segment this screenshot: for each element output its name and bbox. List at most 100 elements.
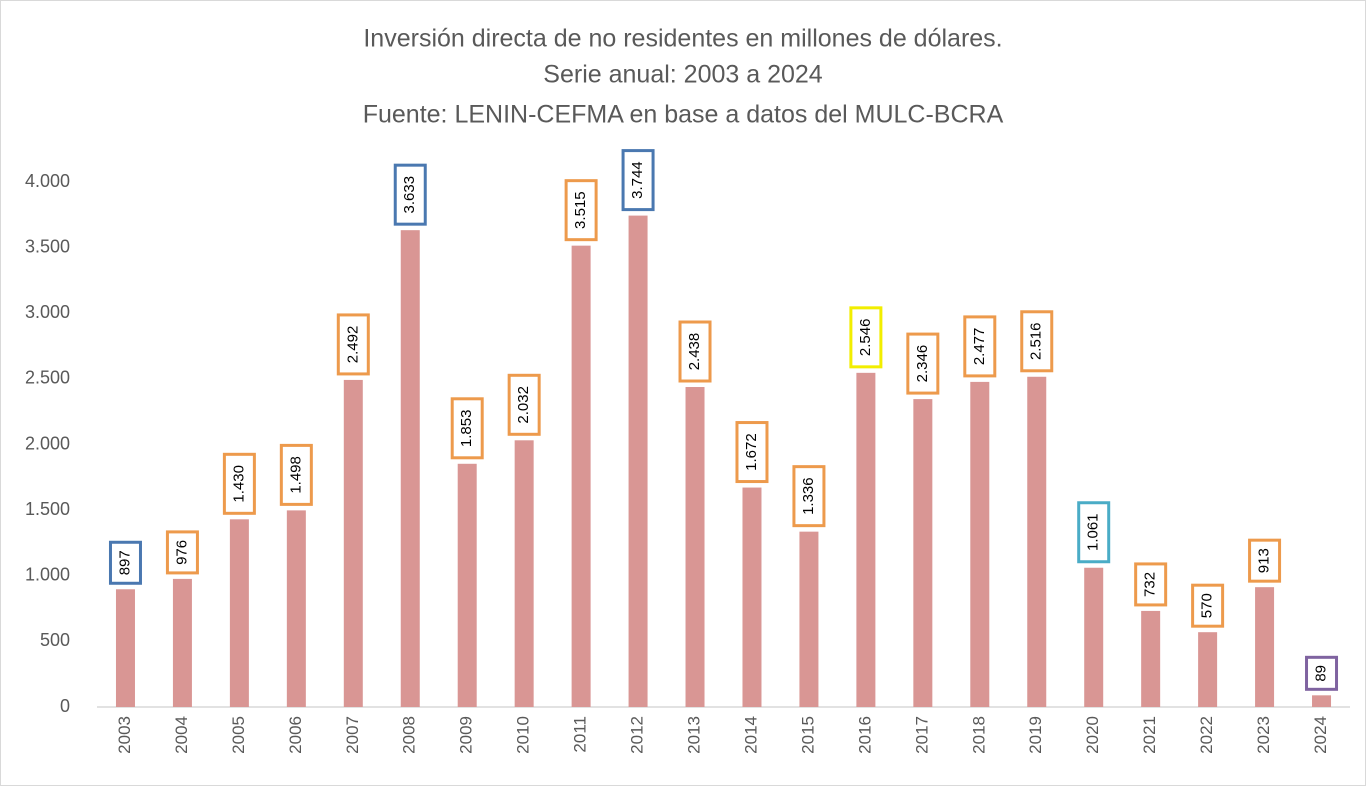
value-label: 570 [1199, 593, 1216, 618]
bar [343, 379, 363, 707]
value-label-box [222, 452, 256, 515]
bar [1312, 695, 1332, 707]
chart-source: Fuente: LENIN-CEFMA en base a datos del … [363, 101, 1004, 129]
y-tick-label: 3.500 [25, 236, 70, 256]
value-label-box [1191, 583, 1225, 628]
value-label: 1.672 [743, 433, 760, 471]
bar [742, 487, 762, 707]
value-label: 2.032 [515, 386, 532, 424]
value-label: 2.492 [344, 326, 361, 364]
x-tick-label: 2007 [343, 716, 362, 754]
x-tick-label: 2014 [741, 716, 760, 754]
value-label-box [906, 332, 940, 395]
bar [400, 230, 420, 707]
value-label-box [963, 315, 997, 378]
value-label-box [1305, 655, 1339, 691]
value-label: 1.061 [1085, 513, 1102, 551]
value-label-box [1248, 538, 1282, 583]
x-tick-label: 2022 [1197, 716, 1216, 754]
bar [628, 215, 648, 707]
chart-subtitle: Serie anual: 2003 a 2024 [543, 61, 822, 89]
value-label: 1.336 [800, 477, 817, 515]
y-tick-label: 2.000 [25, 433, 70, 453]
value-label: 2.346 [914, 345, 931, 383]
value-label: 2.477 [971, 328, 988, 366]
bar [913, 399, 933, 707]
value-label: 2.516 [1028, 323, 1045, 361]
bar [1084, 567, 1104, 707]
value-label-box [792, 465, 826, 528]
x-tick-label: 2011 [571, 716, 590, 753]
value-label-box [336, 313, 370, 376]
y-tick-label: 2.500 [25, 368, 70, 388]
x-tick-label: 2003 [115, 716, 134, 754]
chart-title: Inversión directa de no residentes en mi… [363, 25, 1002, 53]
value-label: 89 [1312, 665, 1329, 682]
bar [685, 387, 705, 707]
bar [1255, 587, 1275, 707]
x-tick-label: 2019 [1026, 716, 1045, 754]
bar [970, 381, 990, 707]
x-tick-label: 2010 [514, 716, 533, 754]
value-label: 2.438 [686, 333, 703, 371]
bar [1027, 376, 1047, 707]
value-label-box [279, 443, 313, 506]
value-label: 1.430 [230, 465, 247, 503]
value-label: 3.744 [629, 161, 646, 199]
x-tick-label: 2018 [969, 716, 988, 754]
bar [571, 245, 591, 707]
value-label: 3.515 [572, 191, 589, 229]
x-tick-label: 2024 [1311, 716, 1330, 754]
x-tick-label: 2005 [229, 716, 248, 754]
value-label-box [393, 163, 427, 226]
bar [1141, 610, 1161, 707]
bar [514, 440, 534, 707]
y-tick-label: 4.000 [25, 171, 70, 191]
bar [799, 531, 819, 707]
value-label-box [678, 320, 712, 383]
x-tick-label: 2008 [400, 716, 419, 754]
y-tick-label: 0 [60, 696, 70, 716]
value-label-box [1134, 562, 1168, 607]
value-label-box [621, 149, 655, 212]
value-label-box [507, 373, 541, 436]
y-tick-label: 1.000 [25, 565, 70, 585]
y-tick-label: 3.000 [25, 302, 70, 322]
x-tick-label: 2021 [1140, 716, 1159, 754]
x-tick-label: 2016 [855, 716, 874, 754]
value-label: 913 [1256, 548, 1273, 573]
bar [229, 519, 249, 707]
value-label-box [1020, 310, 1054, 373]
value-label-box [849, 306, 883, 369]
value-label: 1.498 [287, 456, 304, 494]
value-label-box [108, 540, 142, 585]
value-label: 3.633 [401, 176, 418, 214]
value-label-box [1077, 501, 1111, 564]
x-tick-label: 2009 [457, 716, 476, 754]
value-label: 976 [173, 540, 190, 565]
value-label: 1.853 [458, 410, 475, 448]
y-tick-label: 500 [40, 630, 70, 650]
value-label-box [165, 530, 199, 575]
value-label-box [450, 397, 484, 460]
y-tick-label: 1.500 [25, 499, 70, 519]
x-tick-label: 2020 [1083, 716, 1102, 754]
x-tick-label: 2004 [172, 716, 191, 754]
bar [172, 578, 192, 707]
value-label-box [735, 421, 769, 484]
x-tick-label: 2015 [798, 716, 817, 754]
x-tick-label: 2013 [685, 716, 704, 754]
value-label: 897 [116, 550, 133, 575]
x-tick-label: 2012 [628, 716, 647, 754]
bar [457, 463, 477, 707]
bar [286, 510, 306, 707]
x-tick-label: 2017 [912, 716, 931, 754]
x-tick-label: 2006 [286, 716, 305, 754]
value-label: 732 [1142, 572, 1159, 597]
x-tick-label: 2023 [1254, 716, 1273, 754]
value-label-box [564, 179, 598, 242]
value-label: 2.546 [857, 319, 874, 357]
